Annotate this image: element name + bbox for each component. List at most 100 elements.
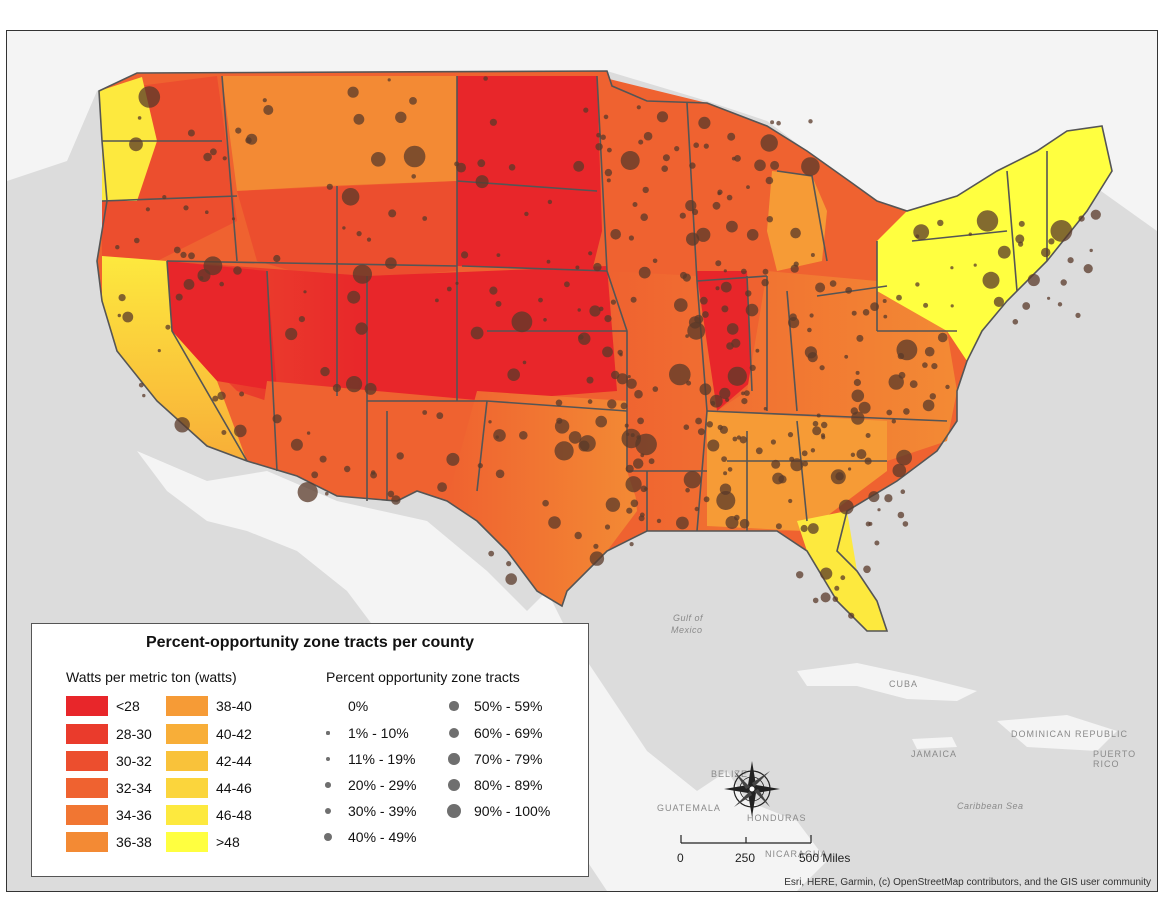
opportunity-zone-dot — [546, 259, 551, 264]
percent-class-label: 50% - 59% — [474, 698, 543, 714]
scale-tick-500: 500 Miles — [799, 851, 851, 865]
opportunity-zone-dot — [819, 365, 825, 371]
opportunity-zone-dot — [385, 257, 397, 269]
opportunity-zone-dot — [638, 139, 644, 145]
watts-class-label: 32-34 — [116, 780, 152, 796]
region-florida — [797, 511, 887, 631]
opportunity-zone-dot — [1015, 234, 1025, 244]
state-borders — [96, 70, 1113, 632]
opportunity-zone-dot — [157, 349, 161, 353]
opportunity-zone-dot — [727, 132, 736, 141]
compass-rose-icon — [724, 761, 780, 817]
map-frame[interactable]: Gulf of Mexico CUBA DOMINICAN REPUBLIC J… — [6, 30, 1158, 892]
opportunity-zone-dot — [723, 471, 728, 476]
opportunity-zone-dot — [766, 216, 773, 223]
attribution-text: Esri, HERE, Garmin, (c) OpenStreetMap co… — [784, 877, 1151, 888]
opportunity-zone-dot — [222, 156, 227, 161]
opportunity-zone-dot — [719, 387, 731, 399]
opportunity-zone-dot — [626, 507, 633, 514]
opportunity-zone-dot — [686, 380, 692, 386]
region-california — [102, 256, 247, 461]
opportunity-zone-dot — [695, 417, 702, 425]
opportunity-zone-dot — [607, 399, 617, 409]
opportunity-zone-dot — [422, 410, 428, 415]
watts-swatch — [166, 805, 208, 825]
opportunity-zone-dot — [263, 105, 274, 115]
opportunity-zone-dot — [761, 278, 769, 287]
opportunity-zone-dot — [628, 235, 635, 241]
opportunity-zone-dot — [197, 269, 211, 282]
opportunity-zone-dot — [588, 251, 593, 256]
nicaragua-label: NICARAGUA — [765, 849, 828, 859]
opportunity-zone-dot — [726, 194, 733, 201]
opportunity-zone-dot — [555, 399, 563, 407]
legend-panel: Percent-opportunity zone tracts per coun… — [31, 623, 589, 877]
watts-class-label: 46-48 — [216, 807, 252, 823]
opportunity-zone-dot — [851, 310, 857, 316]
watts-swatch — [66, 696, 108, 716]
opportunity-zone-dot — [760, 134, 778, 152]
opportunity-zone-dot — [205, 210, 209, 214]
opportunity-zone-dot — [1027, 273, 1040, 287]
opportunity-zone-dot — [366, 237, 372, 242]
map-canvas[interactable] — [7, 31, 1157, 891]
percent-class-label: 70% - 79% — [474, 751, 543, 767]
scale-tick-0: 0 — [677, 851, 684, 865]
opportunity-zone-dot — [896, 449, 912, 466]
opportunity-zone-dot — [409, 97, 417, 105]
opportunity-zone-dot — [680, 271, 687, 279]
opportunity-zone-dot — [1078, 215, 1085, 222]
opportunity-zone-dot — [117, 313, 122, 318]
watts-class-row: 28-30 — [66, 724, 152, 744]
opportunity-zone-dot — [699, 383, 712, 396]
opportunity-zone-dot — [610, 299, 617, 305]
opportunity-zone-dot — [891, 419, 896, 424]
watts-swatch — [166, 778, 208, 798]
opportunity-zone-dot — [174, 417, 190, 433]
opportunity-zone-dot — [573, 160, 585, 172]
opportunity-zone-dot — [755, 348, 760, 353]
percent-dot — [449, 701, 459, 711]
opportunity-zone-dot — [577, 308, 581, 312]
opportunity-zone-dot — [598, 306, 604, 312]
opportunity-zone-dot — [638, 266, 651, 279]
opportunity-zone-dot — [868, 491, 880, 503]
opportunity-zone-dot — [845, 287, 853, 294]
opportunity-zone-dot — [739, 436, 747, 444]
opportunity-zone-dot — [731, 156, 736, 161]
opportunity-zone-dot — [542, 499, 549, 507]
opportunity-zone-dot — [652, 258, 658, 264]
percent-class-label: 60% - 69% — [474, 725, 543, 741]
opportunity-zone-dot — [676, 516, 689, 530]
watts-class-label: 42-44 — [216, 753, 252, 769]
opportunity-zone-dot — [865, 521, 871, 527]
percent-dot — [325, 756, 331, 762]
opportunity-zone-dot — [765, 176, 774, 185]
opportunity-zone-dot — [778, 475, 787, 484]
percent-class-row: 80% - 89% — [444, 775, 542, 795]
cuba-landmass — [797, 663, 977, 701]
opportunity-zone-dot — [693, 142, 699, 148]
opportunity-zone-dot — [370, 470, 376, 475]
opportunity-zone-dot — [644, 487, 648, 491]
opportunity-zone-dot — [165, 324, 171, 330]
opportunity-zone-dot — [896, 294, 902, 301]
opportunity-zone-dot — [235, 127, 242, 134]
opportunity-zone-dot — [632, 202, 638, 207]
watts-swatch — [166, 724, 208, 744]
opportunity-zone-dot — [848, 467, 852, 471]
watts-class-row: 38-40 — [166, 696, 252, 716]
opportunity-zone-dot — [685, 487, 690, 493]
opportunity-zone-dot — [586, 376, 594, 384]
cuba-label: CUBA — [889, 679, 919, 689]
opportunity-zone-dot — [455, 281, 459, 285]
opportunity-zone-dot — [217, 391, 226, 400]
opportunity-zone-dot — [387, 78, 391, 82]
opportunity-zone-dot — [725, 397, 730, 402]
opportunity-zone-dot — [863, 565, 871, 574]
opportunity-zone-dot — [856, 334, 864, 342]
opportunity-zone-dot — [726, 220, 738, 233]
watts-swatch — [66, 778, 108, 798]
opportunity-zone-dot — [931, 363, 938, 370]
opportunity-zone-dot — [686, 232, 700, 246]
